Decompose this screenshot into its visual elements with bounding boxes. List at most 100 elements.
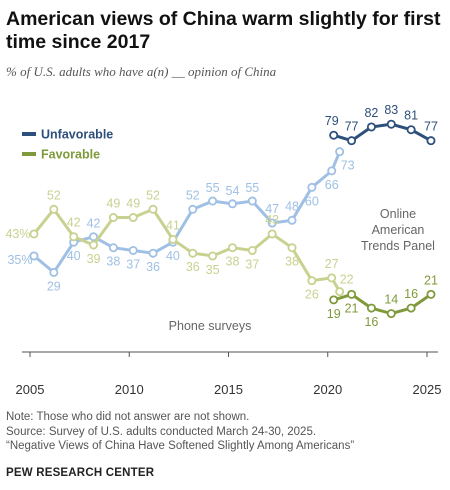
data-point <box>148 248 158 258</box>
data-point <box>329 130 339 140</box>
data-label: 26 <box>305 288 319 302</box>
data-point <box>247 196 257 206</box>
data-label: 40 <box>166 249 180 263</box>
data-label: 29 <box>47 279 61 293</box>
data-point <box>347 289 357 299</box>
data-label: 27 <box>325 257 339 271</box>
x-tick-label: 2005 <box>16 382 45 397</box>
data-label: 73 <box>341 159 355 173</box>
data-label: 52 <box>47 188 61 202</box>
data-label: 35 <box>206 263 220 277</box>
data-point <box>29 229 39 239</box>
line-chart: Unfavorable Favorable Phone surveys Online… <box>5 103 442 397</box>
data-point <box>227 243 237 253</box>
data-label: 52 <box>146 188 160 202</box>
data-point <box>247 245 257 255</box>
data-point <box>108 243 118 253</box>
data-point <box>128 213 138 223</box>
data-label: 14 <box>384 293 398 307</box>
data-label: 37 <box>126 257 140 271</box>
phone-surveys-annotation: Phone surveys <box>169 319 252 333</box>
data-point <box>267 229 277 239</box>
data-point <box>327 273 337 283</box>
data-point <box>29 251 39 261</box>
data-point <box>307 276 317 286</box>
data-label: 49 <box>106 197 120 211</box>
data-point <box>208 196 218 206</box>
data-point <box>89 240 99 250</box>
source-text: Source: Survey of U.S. adults conducted … <box>6 425 317 438</box>
data-label: 40 <box>67 249 81 263</box>
chart-title: American views of China warm slightly fo… <box>6 8 441 53</box>
data-point <box>366 303 376 313</box>
data-point <box>329 295 339 305</box>
data-point <box>227 199 237 209</box>
data-label: 39 <box>87 252 101 266</box>
data-label: 38 <box>285 255 299 269</box>
series-favorable-online: 19 21 16 14 16 21 <box>327 273 438 329</box>
x-tick-label: 2015 <box>214 382 243 397</box>
data-label: 16 <box>364 315 378 329</box>
legend-label: Favorable <box>41 148 100 162</box>
data-label: 42 <box>67 216 81 230</box>
data-point <box>327 166 337 176</box>
data-label: 38 <box>226 255 240 269</box>
chart-legend: Unfavorable Favorable <box>22 128 113 162</box>
data-point <box>406 125 416 135</box>
data-label: 79 <box>325 114 339 128</box>
data-label: 36 <box>146 260 160 274</box>
data-point <box>208 251 218 261</box>
data-point <box>89 232 99 242</box>
chart-annotations: Phone surveys Online American Trends Panel <box>169 207 435 333</box>
x-axis: 2005 2010 2015 2020 2025 <box>16 351 442 397</box>
online-panel-annotation: Online <box>380 207 416 221</box>
online-panel-annotation: Trends Panel <box>361 239 435 253</box>
data-point <box>406 303 416 313</box>
data-label: 83 <box>384 103 398 117</box>
x-tick-label: 2010 <box>115 382 144 397</box>
data-label: 36 <box>186 260 200 274</box>
x-tick-label: 2025 <box>413 382 442 397</box>
data-label: 77 <box>424 120 438 134</box>
data-label: 60 <box>305 194 319 208</box>
data-label: 42 <box>87 217 101 231</box>
note-text: Note: Those who did not answer are not s… <box>6 411 250 423</box>
legend-label: Unfavorable <box>41 128 113 142</box>
data-label: 82 <box>364 106 378 120</box>
online-panel-annotation: American <box>372 223 425 237</box>
data-point <box>335 287 345 297</box>
data-label: 37 <box>245 257 259 271</box>
data-label: 43% <box>5 227 30 241</box>
data-label: 55 <box>206 181 220 195</box>
data-label: 16 <box>404 287 418 301</box>
data-label: 22 <box>340 273 354 287</box>
data-point <box>307 182 317 192</box>
data-point <box>426 136 436 146</box>
data-label: 38 <box>106 255 120 269</box>
data-label: 35% <box>7 253 32 267</box>
data-point <box>267 218 277 228</box>
data-point <box>335 147 345 157</box>
data-point <box>426 289 436 299</box>
series-unfavorable-online: 79 77 82 83 81 77 <box>325 103 438 146</box>
organization-name: PEW RESEARCH CENTER <box>6 467 155 479</box>
x-tick-label: 2020 <box>313 382 342 397</box>
data-point <box>188 204 198 214</box>
data-point <box>188 248 198 258</box>
data-point <box>128 245 138 255</box>
data-label: 47 <box>265 202 279 216</box>
data-label: 66 <box>325 178 339 192</box>
data-point <box>287 243 297 253</box>
data-label: 21 <box>345 301 359 315</box>
data-point <box>49 204 59 214</box>
data-label: 81 <box>404 109 418 123</box>
data-label: 43 <box>265 213 279 227</box>
data-label: 77 <box>345 120 359 134</box>
data-point <box>347 136 357 146</box>
report-title-text: “Negative Views of China Have Softened S… <box>6 440 355 452</box>
data-point <box>366 122 376 132</box>
data-label: 21 <box>424 273 438 287</box>
data-point <box>168 234 178 244</box>
data-point <box>287 215 297 225</box>
